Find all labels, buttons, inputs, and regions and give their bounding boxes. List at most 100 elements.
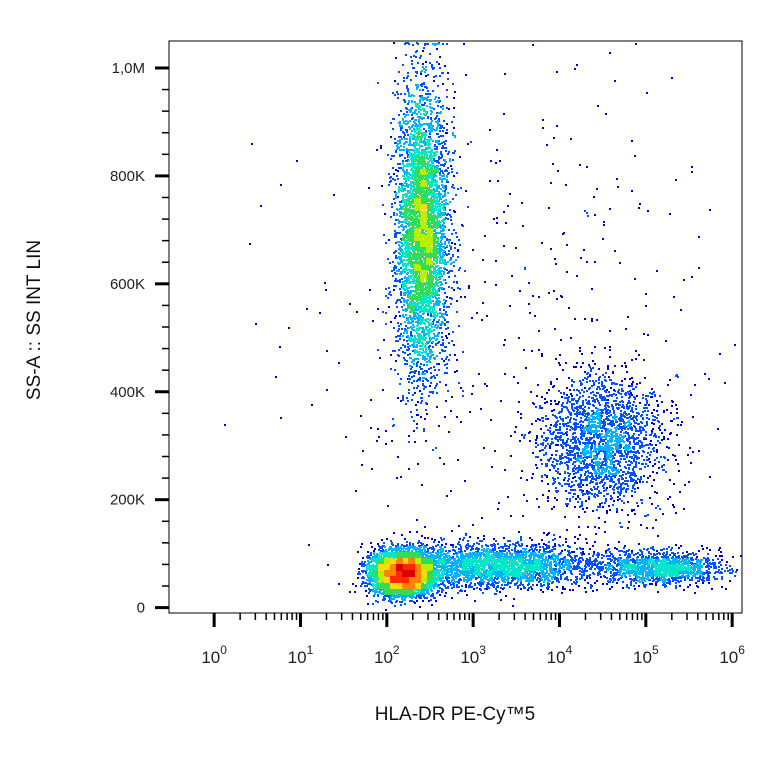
event-point [380, 145, 382, 147]
event-point [432, 551, 434, 553]
event-point [437, 160, 439, 162]
event-point [403, 113, 405, 115]
event-point [609, 394, 611, 396]
event-point [724, 382, 726, 384]
event-point [446, 96, 448, 98]
event-point [645, 584, 647, 586]
event-point [551, 438, 553, 440]
event-point [599, 505, 601, 507]
event-point [407, 354, 409, 356]
event-point [417, 43, 419, 45]
event-point [579, 350, 581, 352]
event-point [638, 434, 640, 436]
event-point [443, 147, 445, 149]
event-point [631, 190, 633, 192]
event-point [654, 419, 656, 421]
event-point [640, 476, 642, 478]
event-point [608, 391, 610, 393]
event-point [579, 411, 581, 413]
event-point [586, 575, 588, 577]
event-point [623, 495, 625, 497]
event-point [554, 543, 556, 545]
event-point [557, 170, 559, 172]
event-point [251, 143, 253, 145]
event-point [641, 556, 643, 558]
event-point [577, 400, 579, 402]
event-point [479, 540, 481, 542]
event-point [439, 130, 441, 132]
event-point [541, 355, 543, 357]
event-point [382, 389, 384, 391]
event-point [599, 570, 601, 572]
event-point [388, 600, 390, 602]
event-point [556, 579, 558, 581]
event-point [423, 388, 425, 390]
event-point [441, 544, 443, 546]
event-point [624, 458, 626, 460]
event-point [606, 416, 608, 418]
event-point [569, 492, 571, 494]
event-point [483, 538, 485, 540]
event-point [631, 377, 633, 379]
event-point [572, 428, 574, 430]
event-point [604, 421, 606, 423]
event-point [507, 205, 509, 207]
event-point [369, 590, 371, 592]
event-point [721, 559, 723, 561]
event-point [568, 396, 570, 398]
event-point [460, 187, 462, 189]
event-point [624, 362, 626, 364]
event-point [392, 178, 394, 180]
event-point [555, 416, 557, 418]
event-point [585, 477, 587, 479]
event-point [647, 477, 649, 479]
event-point [564, 483, 566, 485]
event-point [496, 217, 498, 219]
event-point [456, 370, 458, 372]
event-point [395, 278, 397, 280]
event-point [451, 242, 453, 244]
event-point [436, 406, 438, 408]
event-point [566, 425, 568, 427]
event-point [602, 506, 604, 508]
event-point [491, 466, 493, 468]
event-point [635, 480, 637, 482]
event-point [395, 302, 397, 304]
event-point [392, 128, 394, 130]
event-point [311, 404, 313, 406]
event-point [689, 447, 691, 449]
event-point [450, 216, 452, 218]
event-point [400, 378, 402, 380]
event-point [509, 544, 511, 546]
event-point [609, 356, 611, 358]
event-point [428, 600, 430, 602]
event-point [572, 496, 574, 498]
event-point [591, 397, 593, 399]
event-point [591, 318, 593, 320]
event-point [662, 513, 664, 515]
event-point [504, 550, 506, 552]
event-point [581, 438, 583, 440]
event-point [504, 373, 506, 375]
event-point [542, 494, 544, 496]
event-point [627, 464, 629, 466]
event-point [564, 556, 566, 558]
event-point [631, 559, 633, 561]
event-point [637, 437, 639, 439]
event-point [382, 204, 384, 206]
event-point [523, 349, 525, 351]
event-point [719, 572, 721, 574]
event-point [611, 404, 613, 406]
event-point [596, 488, 598, 490]
event-point [539, 405, 541, 407]
event-point [607, 418, 609, 420]
event-point [367, 603, 369, 605]
event-point [433, 375, 435, 377]
event-point [579, 455, 581, 457]
event-point [444, 323, 446, 325]
event-point [610, 387, 612, 389]
event-point [644, 377, 646, 379]
event-point [633, 466, 635, 468]
event-point [414, 441, 416, 443]
event-point [437, 321, 439, 323]
